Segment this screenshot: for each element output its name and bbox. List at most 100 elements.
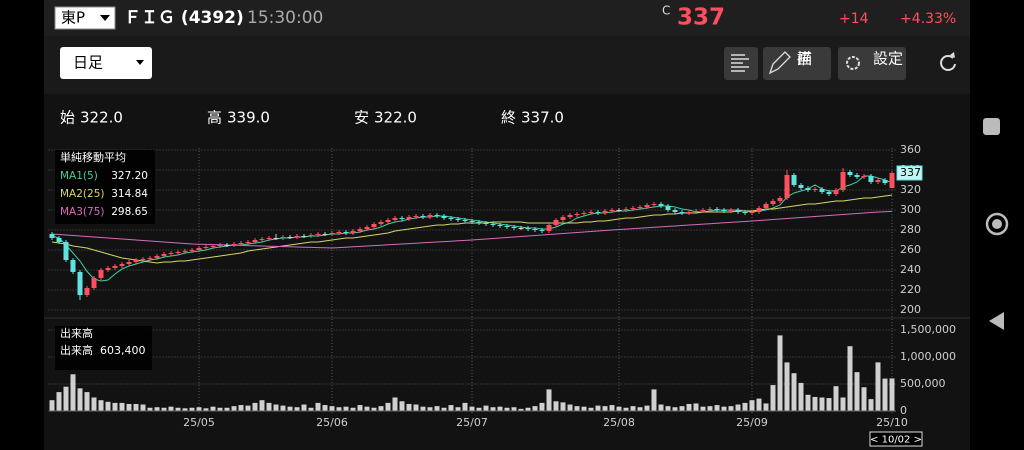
candle-body bbox=[210, 246, 216, 247]
period-select[interactable] bbox=[60, 47, 152, 79]
ma-legend-name: MA3(75) bbox=[60, 206, 104, 218]
volume-legend-title: 出来高 bbox=[60, 326, 93, 340]
candle-body bbox=[266, 238, 272, 239]
period: 日足 bbox=[73, 54, 103, 72]
summary-label: 高 bbox=[207, 109, 222, 127]
candle-body bbox=[301, 236, 307, 237]
volume-bar bbox=[574, 406, 580, 411]
candle-body bbox=[364, 227, 370, 229]
summary-value: 339.0 bbox=[227, 109, 270, 127]
summary-value: 322.0 bbox=[80, 109, 123, 127]
candle-body bbox=[749, 212, 755, 213]
volume-bar bbox=[231, 406, 237, 411]
volume-bar bbox=[735, 404, 741, 411]
candle-body bbox=[308, 235, 314, 236]
candle-body bbox=[707, 209, 713, 210]
chart-panel bbox=[44, 94, 970, 450]
y-tick-label: 280 bbox=[900, 223, 921, 236]
candle-body bbox=[525, 228, 531, 229]
candle-body bbox=[847, 172, 853, 175]
candle-body bbox=[609, 210, 615, 211]
candle-body bbox=[203, 247, 209, 248]
volume-bar bbox=[364, 406, 370, 411]
volume-bar bbox=[861, 387, 867, 411]
volume-bar bbox=[889, 378, 895, 411]
refresh-icon[interactable] bbox=[940, 55, 956, 71]
volume-bar bbox=[140, 404, 146, 411]
volume-bar bbox=[672, 407, 678, 411]
candle-body bbox=[882, 180, 888, 183]
volume-bar bbox=[378, 406, 384, 411]
volume-bar bbox=[700, 406, 706, 411]
nav-back[interactable] bbox=[989, 312, 1004, 330]
candle-body bbox=[637, 207, 643, 208]
candle-body bbox=[63, 242, 69, 260]
candle-body bbox=[833, 190, 839, 194]
candle-body bbox=[532, 229, 538, 230]
volume-bar bbox=[434, 406, 440, 411]
volume-bar bbox=[287, 406, 293, 411]
candle-body bbox=[665, 206, 671, 210]
volume-bar bbox=[98, 400, 104, 411]
candle-body bbox=[98, 270, 104, 278]
candle-body bbox=[455, 219, 461, 220]
volume-bar bbox=[189, 407, 195, 411]
volume-bar bbox=[329, 406, 335, 411]
indicator-icon bbox=[731, 54, 749, 72]
volume-bar bbox=[301, 404, 307, 411]
candle-body bbox=[546, 225, 552, 231]
volume-bar bbox=[315, 402, 321, 411]
volume-bar bbox=[742, 402, 748, 411]
candle-body bbox=[700, 210, 706, 211]
header-bar bbox=[44, 0, 970, 36]
candle-body bbox=[378, 222, 384, 224]
candle-body bbox=[721, 210, 727, 211]
draw-button[interactable] bbox=[763, 47, 831, 80]
candle-body bbox=[231, 244, 237, 245]
candle-body bbox=[245, 242, 251, 243]
summary-value: 322.0 bbox=[374, 109, 417, 127]
candle-body bbox=[588, 212, 594, 213]
candle-body bbox=[868, 176, 874, 182]
candle-body bbox=[518, 228, 524, 229]
volume-bar bbox=[259, 400, 265, 411]
candle-body bbox=[574, 214, 580, 215]
x-tick-label: 25/08 bbox=[603, 416, 635, 429]
volume-bar bbox=[623, 407, 629, 411]
candle-body bbox=[56, 238, 62, 242]
settings-button[interactable] bbox=[838, 47, 906, 80]
volume-bar bbox=[497, 406, 503, 411]
nav-home[interactable] bbox=[985, 212, 1009, 236]
volume-bar bbox=[469, 406, 475, 411]
candle-body bbox=[602, 211, 608, 213]
volume-bar bbox=[539, 402, 545, 411]
volume-bar bbox=[399, 401, 405, 411]
candle-body bbox=[735, 210, 741, 212]
volume-bar bbox=[770, 385, 776, 411]
candle-body bbox=[742, 212, 748, 213]
stock-name: ＦＩＧ (4392) bbox=[124, 8, 244, 28]
volume-bar bbox=[406, 403, 412, 411]
summary-label: 終 bbox=[501, 109, 516, 127]
volume-bar bbox=[441, 407, 447, 411]
ma-legend-title: 単純移動平均 bbox=[60, 150, 126, 164]
ma-legend-name: MA1(5) bbox=[60, 170, 98, 182]
candle-body bbox=[511, 227, 517, 228]
nav-recent[interactable] bbox=[983, 118, 1000, 135]
volume-bar bbox=[427, 407, 433, 411]
volume-bar bbox=[56, 392, 62, 411]
volume-bar bbox=[882, 378, 888, 411]
candle-body bbox=[315, 234, 321, 235]
exchange-select[interactable] bbox=[54, 6, 116, 30]
volume-bar bbox=[336, 407, 342, 411]
candle-body bbox=[413, 216, 419, 217]
volume-bar bbox=[693, 403, 699, 411]
candle-body bbox=[763, 204, 769, 208]
volume-bar bbox=[777, 335, 783, 411]
volume-bar bbox=[798, 382, 804, 411]
candle-body bbox=[294, 236, 300, 237]
candle-body bbox=[840, 172, 846, 190]
volume-bar bbox=[91, 397, 97, 411]
volume-bar bbox=[238, 405, 244, 411]
candle-body bbox=[875, 180, 881, 182]
